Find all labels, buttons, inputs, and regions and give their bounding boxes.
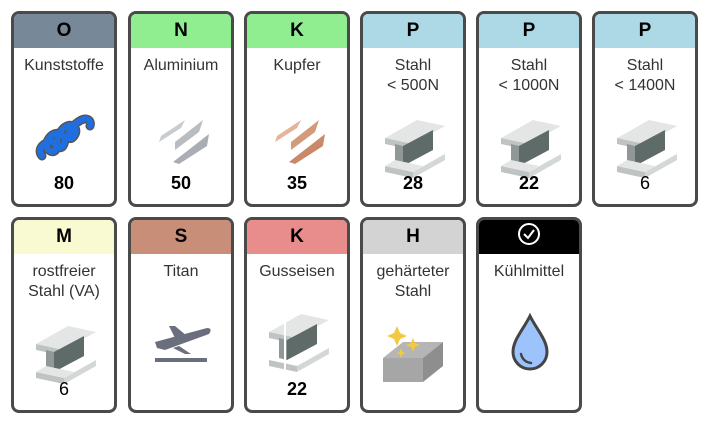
card-header — [479, 220, 579, 254]
material-card[interactable]: N Aluminium 50 — [128, 11, 234, 207]
material-code: K — [290, 226, 304, 247]
material-name: Stahl < 1000N — [498, 57, 560, 94]
card-header: S — [131, 220, 231, 254]
material-name: Gusseisen — [259, 263, 335, 280]
copper-chips-icon — [267, 106, 329, 168]
material-value: 22 — [286, 379, 308, 399]
material-card[interactable]: O Kunststoffe 80 — [11, 11, 117, 207]
card-header: K — [247, 14, 347, 48]
material-value: 6 — [639, 173, 650, 193]
material-value: 28 — [402, 173, 424, 193]
material-code: H — [406, 226, 420, 247]
material-name: rostfreier Stahl (VA) — [28, 263, 100, 300]
material-value: 35 — [286, 173, 308, 193]
steel-beam-icon — [383, 118, 445, 180]
check-circle-icon — [517, 222, 541, 252]
steel-beam-icon — [34, 324, 96, 386]
material-name: Kunststoffe — [24, 57, 104, 74]
cast-iron-beam-icon — [267, 312, 329, 374]
material-code: P — [638, 20, 652, 41]
material-code: N — [174, 20, 188, 41]
card-header: M — [14, 220, 114, 254]
material-name: Aluminium — [143, 57, 219, 74]
card-header: P — [479, 14, 579, 48]
material-code: P — [406, 20, 420, 41]
material-name: Kupfer — [273, 57, 321, 74]
material-card[interactable]: P Stahl < 500N 28 — [360, 11, 466, 207]
material-code: P — [522, 20, 536, 41]
card-header: O — [14, 14, 114, 48]
card-header: K — [247, 220, 347, 254]
material-code: K — [290, 20, 304, 41]
material-name: Titan — [163, 263, 199, 280]
material-name: gehärteter Stahl — [376, 263, 450, 300]
aluminium-chips-icon — [151, 106, 213, 168]
material-name: Stahl < 500N — [386, 57, 440, 94]
material-card[interactable]: S Titan — [128, 217, 234, 413]
coolant-drop-icon — [499, 312, 561, 374]
material-card[interactable]: Kühlmittel — [476, 217, 582, 413]
material-value: 80 — [53, 173, 75, 193]
material-value: 6 — [58, 379, 69, 399]
material-card[interactable]: P Stahl < 1400N 6 — [592, 11, 698, 207]
steel-beam-icon — [499, 118, 561, 180]
material-code: M — [56, 226, 72, 247]
material-name: Kühlmittel — [493, 263, 565, 280]
hardened-steel-icon — [383, 324, 445, 386]
material-value: 22 — [518, 173, 540, 193]
material-value: 50 — [170, 173, 192, 193]
card-header: P — [595, 14, 695, 48]
material-code: S — [174, 226, 188, 247]
material-card[interactable]: K Gusseisen 22 — [244, 217, 350, 413]
material-card[interactable]: P Stahl < 1000N 22 — [476, 11, 582, 207]
airplane-icon — [151, 312, 213, 374]
card-header: H — [363, 220, 463, 254]
plastic-spiral-icon — [34, 106, 96, 168]
material-code: O — [56, 20, 72, 41]
material-card[interactable]: K Kupfer 35 — [244, 11, 350, 207]
steel-beam-icon — [615, 118, 677, 180]
card-header: N — [131, 14, 231, 48]
material-name: Stahl < 1400N — [614, 57, 676, 94]
card-header: P — [363, 14, 463, 48]
